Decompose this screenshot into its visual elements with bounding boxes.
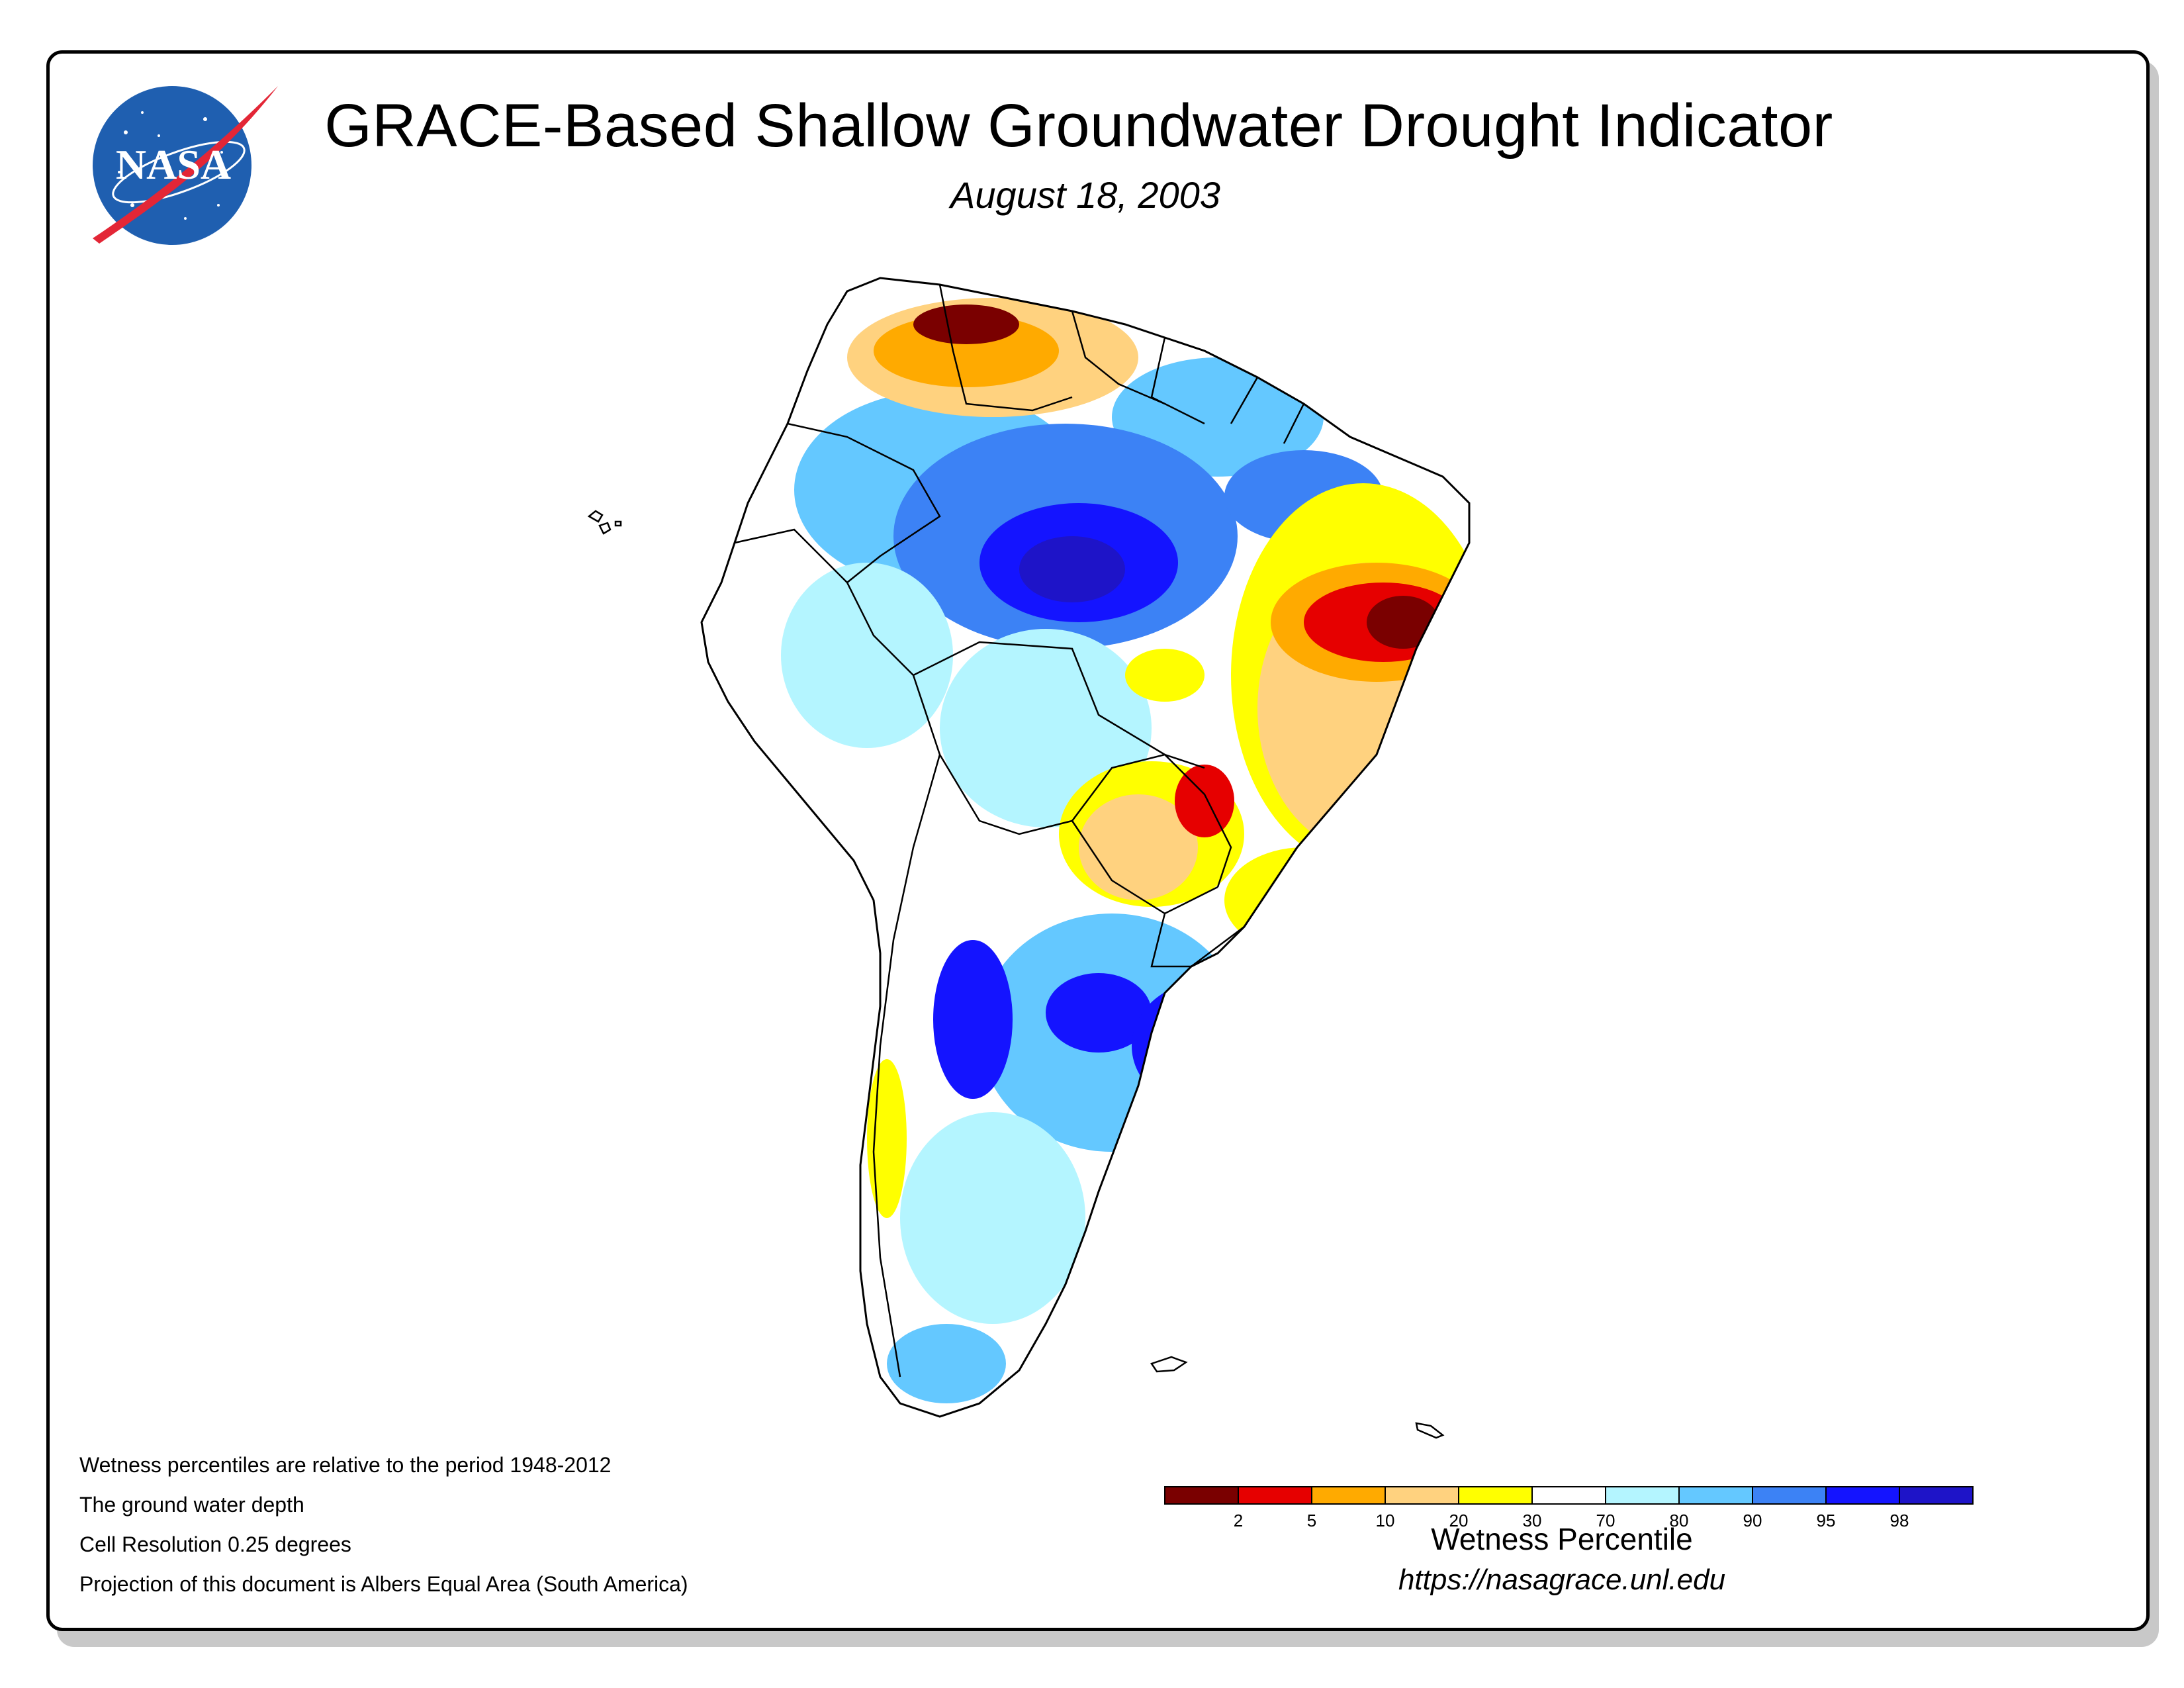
legend-swatch [1605,1486,1680,1505]
legend-ticks: 2 5 10 20 30 70 80 90 95 98 [1234,1511,1909,1530]
nasa-logo-stars [118,111,223,220]
legend-swatch [1752,1486,1827,1505]
note-period: Wetness percentiles are relative to the … [79,1453,612,1477]
source-url: https://nasagrace.unl.edu [1398,1564,1726,1596]
region-amazon-inner [1019,536,1125,602]
legend-swatch [1531,1486,1606,1505]
legend-tick-label: 20 [1449,1511,1469,1530]
legend-title: Wetness Percentile [1431,1522,1693,1556]
galapagos-islands [587,510,622,535]
legend-swatch [1899,1486,1974,1505]
legend-tick-label: 80 [1670,1511,1689,1530]
legend-swatch [1311,1486,1386,1505]
legend-swatch [1458,1486,1533,1505]
south-georgia-island [1415,1422,1445,1439]
region-argentina-wet [1046,973,1152,1053]
region-venezuela-drought [913,305,1019,344]
legend-swatch [1385,1486,1459,1505]
legend-tick-label: 5 [1307,1511,1316,1530]
region-paraguay-tan [1079,794,1198,900]
nasa-logo-orbit [112,140,246,204]
map-date: August 18, 2003 [950,174,1220,216]
region-andes-wet [933,940,1013,1099]
region-peru-light [781,563,953,748]
legend-tick-label: 98 [1890,1511,1909,1530]
note-depth: The ground water depth [79,1493,304,1517]
region-central-brazil-yellow [1125,649,1205,702]
legend-swatch [1164,1486,1239,1505]
legend-swatch [1825,1486,1900,1505]
note-projection: Projection of this document is Albers Eq… [79,1572,688,1596]
legend-tick-label: 70 [1596,1511,1615,1530]
legend-tick-label: 95 [1817,1511,1836,1530]
region-uruguay-wet [1132,980,1291,1112]
region-tierra-light [887,1324,1006,1403]
legend-tick-label: 30 [1523,1511,1542,1530]
region-patagonia-light [900,1112,1085,1324]
legend-swatch [1238,1486,1312,1505]
region-chile-yellow [867,1059,907,1218]
falkland-islands [1150,1356,1188,1373]
legend-tick-label: 2 [1234,1511,1243,1530]
continent-outline [700,277,1471,1418]
nasa-logo-text: NASA [116,141,231,188]
south-america-map [587,277,1471,1439]
nasa-logo-swoosh [93,86,278,244]
region-paraguay-drought [1175,765,1234,837]
legend-swatch [1678,1486,1753,1505]
region-southeast-yellow [1224,847,1383,953]
nasa-logo: NASA [93,86,278,245]
legend-tick-label: 10 [1376,1511,1395,1530]
region-northeast-extreme [1367,596,1439,649]
legend-swatches [1164,1486,1974,1505]
map-title: GRACE-Based Shallow Groundwater Drought … [324,92,1833,160]
wetness-legend: 2 5 10 20 30 70 80 90 95 98 [1164,1486,1974,1530]
country-borders [734,284,1305,1378]
note-resolution: Cell Resolution 0.25 degrees [79,1532,351,1556]
legend-tick-label: 90 [1743,1511,1762,1530]
